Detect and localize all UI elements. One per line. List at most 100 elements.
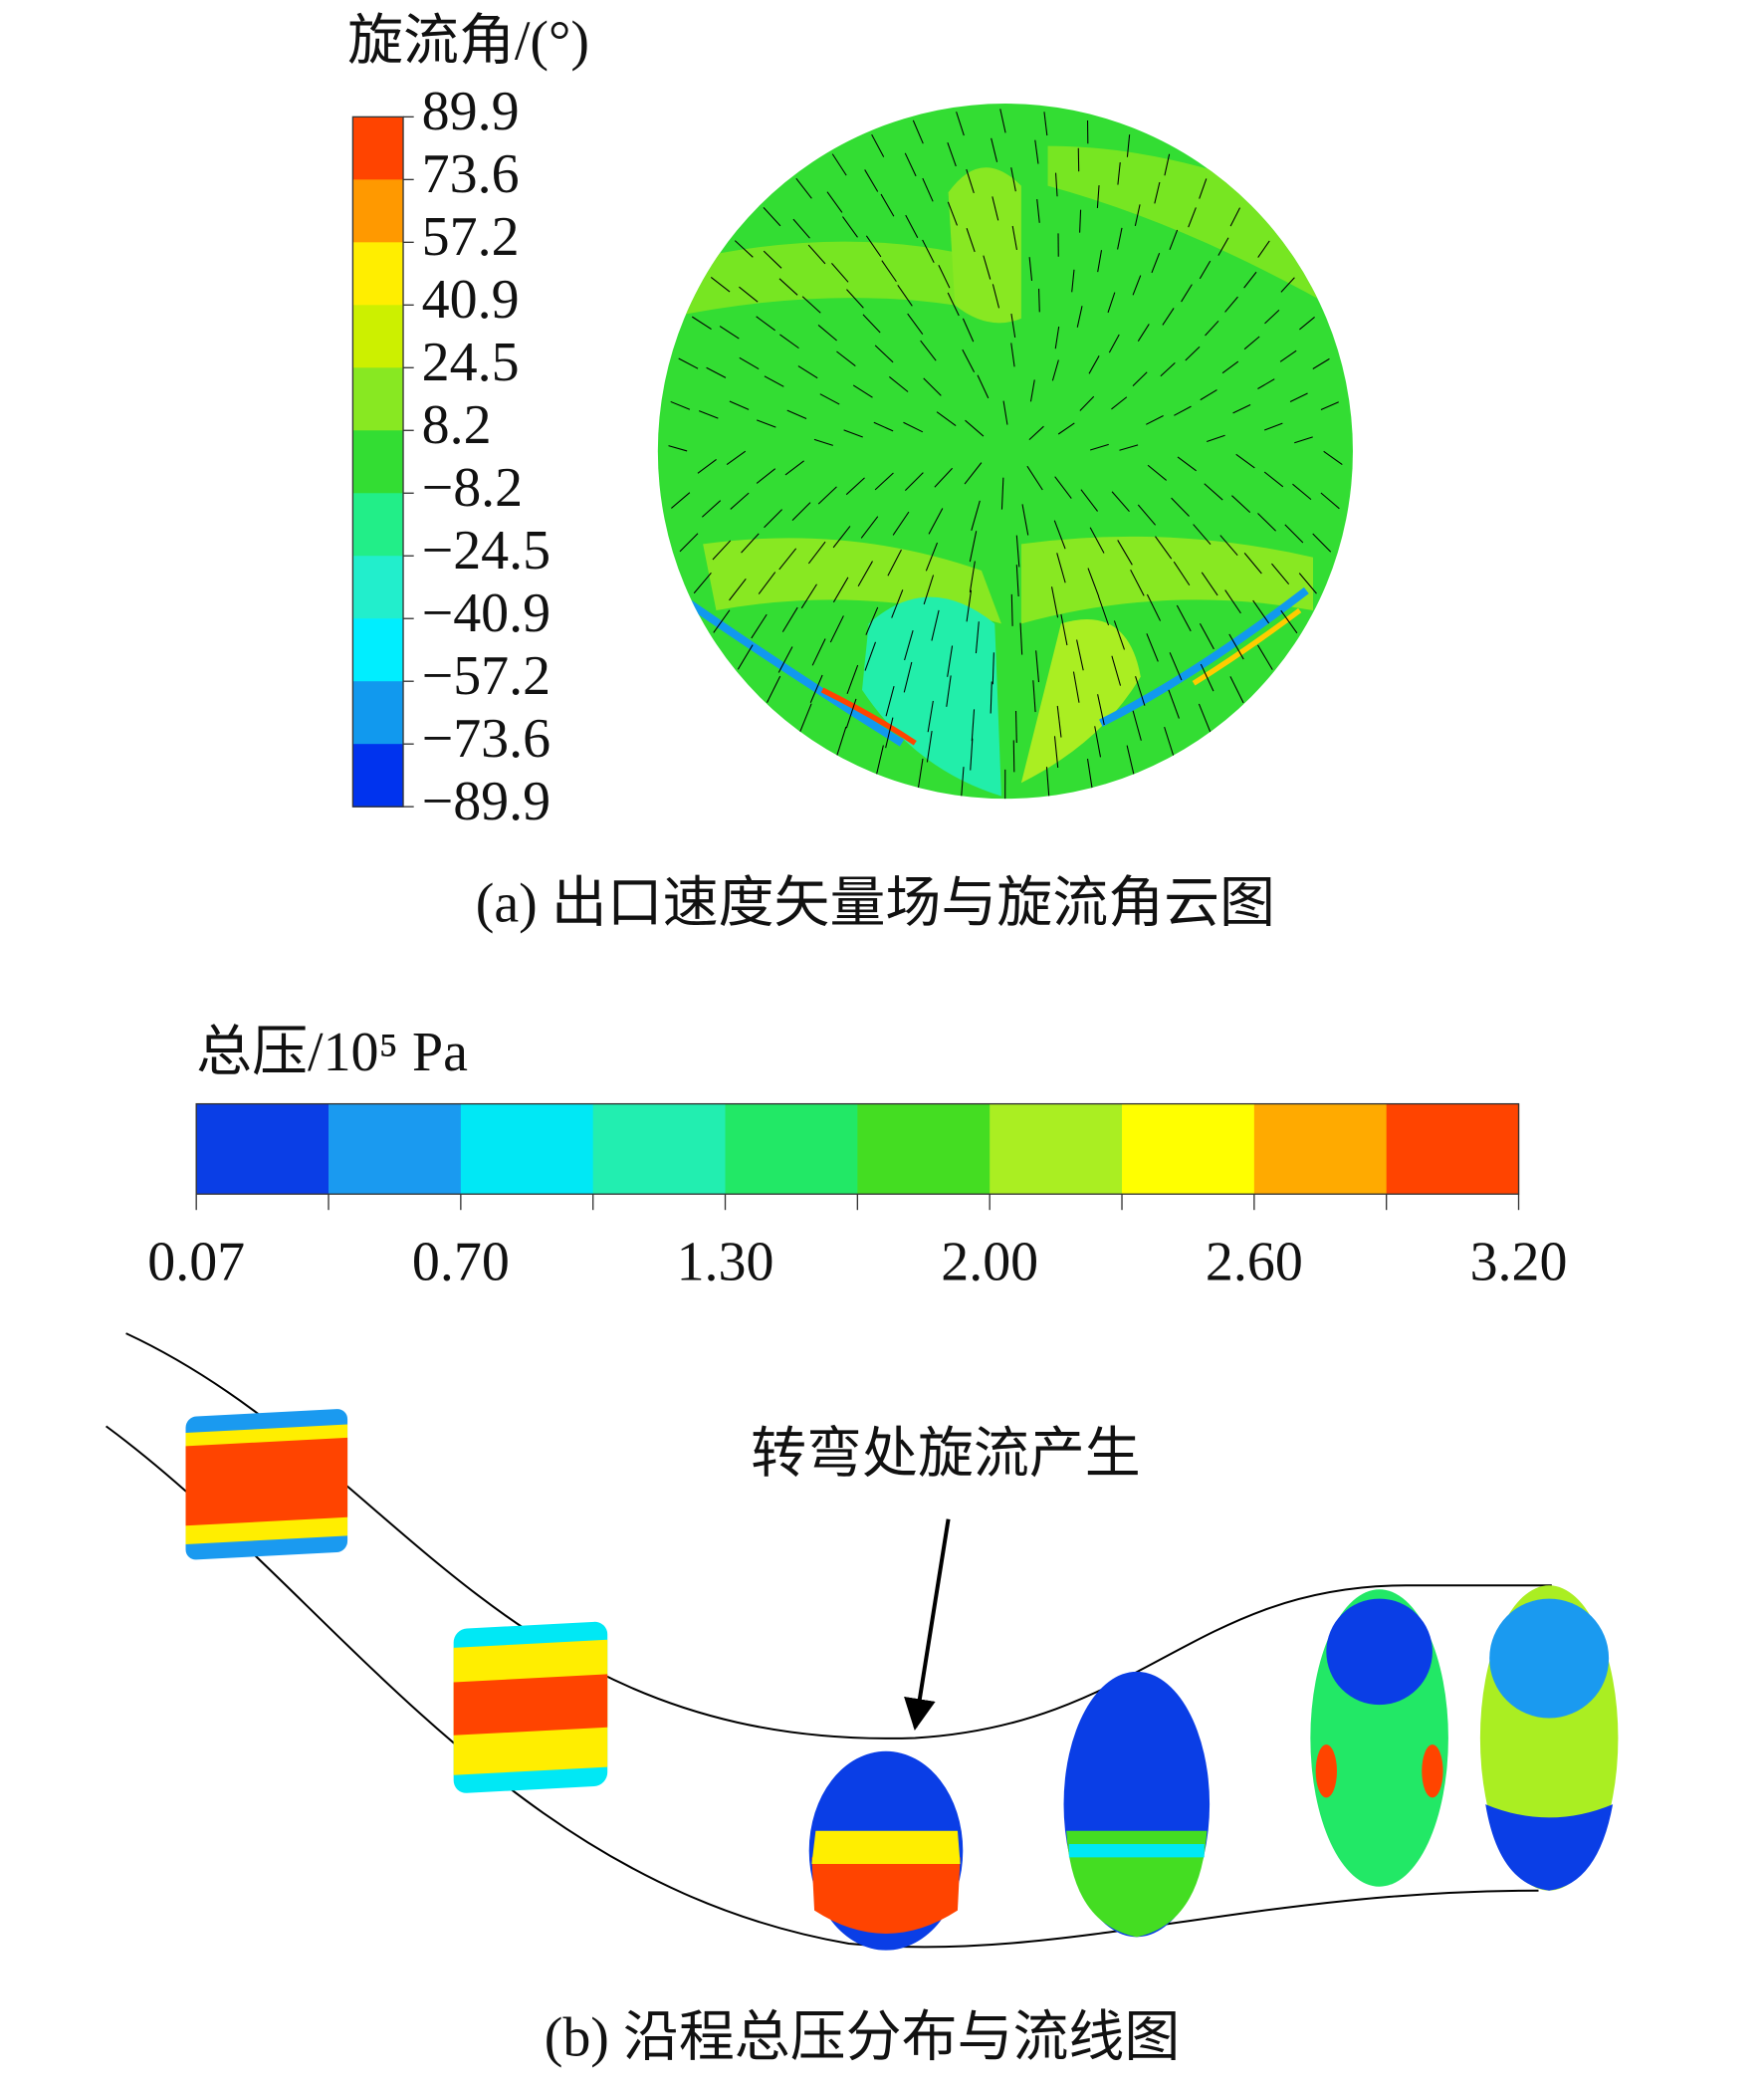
vector xyxy=(1053,520,1066,550)
vector xyxy=(1053,736,1059,769)
vector xyxy=(1201,572,1218,596)
vector xyxy=(1169,229,1179,250)
vector xyxy=(1111,491,1130,513)
vector xyxy=(777,646,793,673)
vector xyxy=(1289,392,1308,403)
vector xyxy=(751,613,768,639)
vector xyxy=(1026,465,1043,491)
vector xyxy=(1056,705,1062,738)
vector xyxy=(1000,477,1004,510)
vector xyxy=(719,326,740,340)
vector xyxy=(885,717,894,749)
vector xyxy=(897,285,913,307)
vector xyxy=(767,675,781,703)
vector xyxy=(797,365,818,379)
vector xyxy=(1199,622,1214,650)
vector xyxy=(922,177,934,202)
vector xyxy=(1019,622,1023,655)
vector xyxy=(992,284,1000,309)
vector xyxy=(1054,476,1072,499)
vector xyxy=(904,472,924,492)
legend-swatch xyxy=(592,1103,727,1195)
vector xyxy=(1086,758,1093,791)
legend-swatch xyxy=(460,1103,594,1195)
vector xyxy=(864,169,879,192)
caption-b: (b) 沿程总压分布与流线图 xyxy=(545,2007,1181,2069)
vector xyxy=(1151,252,1161,274)
vector xyxy=(1011,225,1017,251)
vector xyxy=(819,393,840,405)
vector xyxy=(891,589,904,618)
vector xyxy=(1171,497,1190,517)
vector xyxy=(874,345,894,363)
vector xyxy=(1096,185,1100,208)
vector xyxy=(832,577,849,603)
vector xyxy=(1111,396,1128,410)
vector xyxy=(1028,425,1044,440)
vector xyxy=(1252,599,1270,624)
vector xyxy=(1176,604,1192,632)
vector xyxy=(1294,436,1313,444)
vector xyxy=(832,526,851,549)
vector xyxy=(1038,288,1040,313)
vector xyxy=(990,681,992,714)
vector xyxy=(1117,227,1123,250)
vector xyxy=(817,325,837,342)
vector xyxy=(1154,181,1161,204)
vector xyxy=(1146,633,1159,662)
vector xyxy=(778,278,798,296)
legend-swatch xyxy=(1253,1103,1388,1195)
vector xyxy=(1097,595,1110,626)
vector xyxy=(826,191,843,213)
vector xyxy=(961,767,965,799)
vector xyxy=(737,644,754,670)
vector xyxy=(691,316,712,331)
caption-a: (a) 出口速度矢量场与旋流角云图 xyxy=(476,873,1275,935)
vector xyxy=(1097,250,1103,273)
vector xyxy=(739,286,759,303)
vector xyxy=(1126,745,1135,777)
vector xyxy=(1279,349,1297,362)
vector xyxy=(1028,257,1033,282)
legend-label: −89.9 xyxy=(422,771,551,832)
vector xyxy=(1243,553,1262,575)
vector xyxy=(1257,513,1276,532)
vector xyxy=(1174,405,1192,416)
vector xyxy=(807,244,826,265)
legend-label: 2.00 xyxy=(941,1231,1038,1292)
legend-label: −40.9 xyxy=(422,582,551,644)
vector xyxy=(734,240,754,258)
pipe-wall xyxy=(105,1425,1539,1949)
vector xyxy=(991,137,998,162)
vector xyxy=(1132,275,1142,296)
vector xyxy=(1264,422,1283,431)
vector xyxy=(741,533,760,554)
vector xyxy=(778,548,797,571)
legend-swatch xyxy=(352,744,404,808)
legend-swatch xyxy=(352,116,404,181)
vector xyxy=(969,561,976,592)
vector xyxy=(962,348,976,373)
legend-label: −8.2 xyxy=(422,457,523,519)
vector xyxy=(1029,379,1035,402)
vector xyxy=(865,235,882,258)
vector xyxy=(678,357,699,369)
vector xyxy=(763,250,782,269)
vector xyxy=(1199,260,1212,280)
vector xyxy=(764,509,782,529)
vector xyxy=(1155,536,1173,560)
vector xyxy=(801,296,821,314)
vector xyxy=(1087,568,1100,597)
vector xyxy=(729,400,750,410)
vector xyxy=(904,152,917,177)
vector xyxy=(971,709,976,742)
vector xyxy=(969,531,978,563)
vector xyxy=(1117,161,1121,185)
vector xyxy=(836,726,847,757)
vector xyxy=(920,340,937,361)
vector xyxy=(697,459,717,474)
legend-swatch xyxy=(352,556,404,619)
legend-swatch xyxy=(352,493,404,557)
vector xyxy=(1080,489,1098,512)
